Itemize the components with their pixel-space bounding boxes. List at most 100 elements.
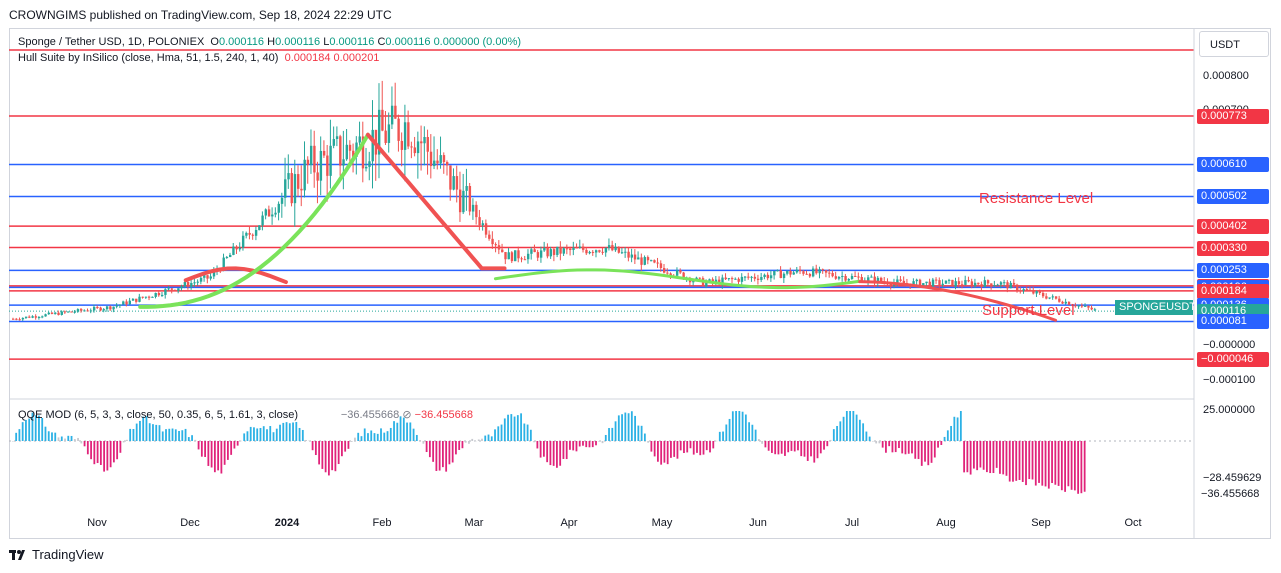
candle-body[interactable] [309,145,313,165]
candle-body[interactable] [517,250,520,259]
candle-body[interactable] [190,282,193,287]
candle-body[interactable] [724,277,727,280]
candle-body[interactable] [970,281,974,286]
candle-body[interactable] [756,278,760,280]
candle-body[interactable] [617,246,621,253]
candle-body[interactable] [170,288,174,290]
candle-body[interactable] [536,252,540,258]
candle-body[interactable] [361,136,365,169]
candle-body[interactable] [290,173,293,204]
candle-body[interactable] [1090,307,1093,310]
candle-body[interactable] [773,270,776,276]
candle-body[interactable] [721,277,724,285]
candle-body[interactable] [957,281,961,285]
candle-body[interactable] [76,309,80,312]
candle-body[interactable] [335,136,339,140]
candle-body[interactable] [407,122,410,147]
candle-body[interactable] [1032,290,1035,294]
candle-body[interactable] [666,272,669,274]
candle-body[interactable] [287,173,290,180]
candle-body[interactable] [452,176,455,190]
candle-body[interactable] [1054,296,1058,299]
candle-body[interactable] [60,311,63,315]
candle-body[interactable] [245,232,248,236]
candle-body[interactable] [792,272,795,275]
candle-body[interactable] [546,247,549,257]
candle-body[interactable] [928,281,931,287]
candle-body[interactable] [494,244,497,246]
candle-body[interactable] [118,304,122,306]
candle-body[interactable] [1080,305,1084,307]
candle-body[interactable] [1087,305,1090,308]
candle-body[interactable] [889,284,893,286]
candle-body[interactable] [423,137,426,144]
candle-body[interactable] [582,246,585,250]
candle-body[interactable] [549,249,553,257]
candle-body[interactable] [80,309,83,311]
candle-body[interactable] [403,122,407,150]
candle-body[interactable] [18,319,21,321]
candle-body[interactable] [899,279,902,281]
candle-body[interactable] [1045,296,1048,299]
candle-body[interactable] [203,275,206,278]
candle-body[interactable] [284,179,287,198]
candle-body[interactable] [326,155,329,176]
candle-body[interactable] [944,280,948,284]
candle-body[interactable] [811,268,815,277]
candle-body[interactable] [141,296,144,298]
candle-body[interactable] [465,185,468,191]
candle-body[interactable] [1084,305,1087,307]
legend-symbol[interactable]: Sponge / Tether USD, 1D, POLONIEX [18,36,205,48]
candle-body[interactable] [433,160,436,167]
candle-body[interactable] [627,251,630,258]
candle-body[interactable] [400,140,404,150]
candle-body[interactable] [912,281,915,287]
candle-body[interactable] [679,270,682,273]
candle-body[interactable] [789,270,792,275]
candle-body[interactable] [410,146,413,148]
candle-body[interactable] [834,276,838,279]
candle-body[interactable] [329,145,332,176]
candle-body[interactable] [737,278,740,282]
candle-body[interactable] [138,296,141,302]
candle-body[interactable] [996,284,999,286]
candle-body[interactable] [157,292,161,296]
candle-body[interactable] [821,269,825,271]
candle-body[interactable] [131,298,135,301]
candle-body[interactable] [209,276,212,279]
candle-body[interactable] [303,159,306,191]
candle-body[interactable] [332,139,336,146]
candle-body[interactable] [429,151,433,167]
candle-body[interactable] [799,269,802,272]
candle-body[interactable] [643,257,646,265]
candle-body[interactable] [896,279,899,283]
candle-body[interactable] [1038,291,1042,293]
candle-body[interactable] [951,279,954,287]
candle-body[interactable] [769,275,773,279]
candle-body[interactable] [1019,290,1022,292]
candle-body[interactable] [439,155,442,164]
candle-body[interactable] [109,306,112,310]
candle-body[interactable] [293,174,297,204]
candle-body[interactable] [67,311,70,313]
candle-body[interactable] [575,247,578,249]
candle-body[interactable] [870,276,873,278]
candle-body[interactable] [345,144,348,160]
candle-body[interactable] [734,278,737,280]
candle-body[interactable] [607,245,611,248]
candle-body[interactable] [960,284,964,286]
candle-body[interactable] [938,280,941,286]
candle-body[interactable] [841,276,844,278]
candle-body[interactable] [455,176,459,190]
candle-body[interactable] [501,249,504,253]
candle-body[interactable] [1009,282,1012,289]
candle-body[interactable] [556,246,559,255]
candle-body[interactable] [261,215,264,226]
candle-body[interactable] [915,279,919,282]
candle-body[interactable] [125,301,128,305]
candle-body[interactable] [225,257,229,259]
candle-body[interactable] [151,296,154,298]
candle-body[interactable] [339,136,342,166]
candle-body[interactable] [902,280,906,284]
candle-body[interactable] [1028,289,1032,291]
